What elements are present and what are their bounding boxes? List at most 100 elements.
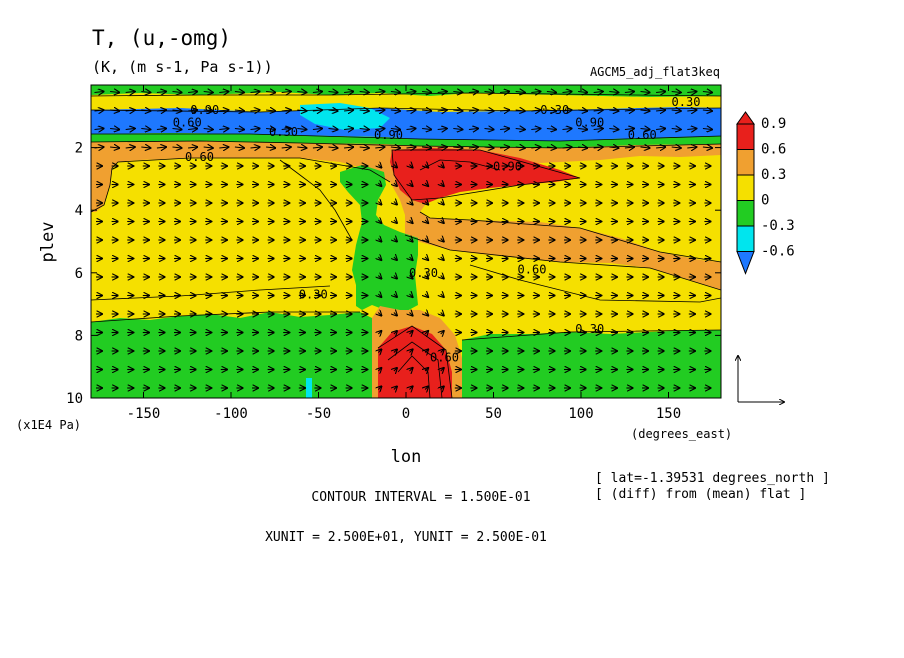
- vector-arrow: [531, 147, 540, 148]
- contour-label: 0.30: [672, 95, 701, 109]
- vector-arrow: [394, 276, 397, 279]
- vector-arrow: [125, 92, 135, 93]
- vector-arrow: [671, 129, 681, 130]
- vector-arrow: [297, 92, 306, 93]
- contour-label: 0.30: [540, 103, 569, 117]
- contour-label: 0.90: [190, 103, 219, 117]
- vector-arrow: [453, 92, 462, 93]
- x-axis-label: lon: [391, 447, 422, 467]
- vector-arrow: [234, 129, 244, 130]
- colorbar-label: 0: [761, 193, 769, 209]
- contour-labels: 0.900.600.300.600.900.300.900.900.300.60…: [173, 95, 701, 364]
- vector-arrow: [624, 129, 634, 130]
- vector-arrow: [378, 313, 381, 316]
- vector-arrow: [410, 313, 413, 316]
- vector-arrow: [624, 147, 634, 148]
- vector-arrow: [410, 220, 413, 223]
- vector-arrow: [468, 147, 478, 148]
- vector-arrow: [110, 147, 119, 148]
- vector-arrow: [394, 183, 397, 186]
- dataset-label: AGCM5_adj_flat3keq: [590, 65, 720, 79]
- vector-arrow: [141, 147, 150, 148]
- x-tick-label: 150: [656, 406, 681, 422]
- vector-arrow: [394, 350, 397, 353]
- vector-arrow: [453, 129, 462, 130]
- vector-arrow: [94, 92, 104, 93]
- vector-arrow: [359, 92, 369, 93]
- vector-arrow: [422, 147, 431, 148]
- vector-arrow: [188, 110, 197, 111]
- contour-label: 0.30: [575, 322, 604, 336]
- vector-arrow: [394, 202, 397, 205]
- vector-arrow: [468, 110, 478, 111]
- vector-arrow: [378, 331, 381, 334]
- vector-arrow: [702, 92, 712, 93]
- vector-arrow: [515, 110, 525, 111]
- vector-arrow: [250, 110, 260, 111]
- vector-arrow: [344, 129, 353, 130]
- vector-arrow: [250, 129, 260, 130]
- contour-label: 0.30: [299, 288, 328, 302]
- vector-arrow: [378, 257, 381, 260]
- vector-arrow: [422, 110, 431, 111]
- vector-arrow: [593, 110, 603, 111]
- vector-arrow: [546, 110, 556, 111]
- vector-arrow: [234, 147, 244, 148]
- vector-arrow: [125, 129, 135, 130]
- units-line: XUNIT = 2.500E+01, YUNIT = 2.500E-01: [265, 530, 547, 545]
- vector-field: [94, 92, 712, 390]
- vector-arrow: [406, 110, 416, 111]
- vector-arrow: [410, 165, 413, 168]
- vector-arrow: [378, 387, 381, 390]
- vector-arrow: [410, 257, 413, 260]
- vector-arrow: [609, 147, 618, 148]
- vector-arrow: [94, 129, 104, 130]
- vector-arrow: [562, 110, 572, 111]
- vector-arrow: [188, 147, 197, 148]
- vector-arrow: [687, 92, 696, 93]
- chart-title: T, (u,-omg): [92, 26, 231, 50]
- contour-label: 0.90: [575, 116, 604, 130]
- vector-arrow: [141, 110, 150, 111]
- vector-arrow: [156, 92, 166, 93]
- vector-arrow: [394, 294, 397, 297]
- vector-arrow: [453, 110, 462, 111]
- vector-arrow: [609, 129, 618, 130]
- vector-arrow: [188, 129, 197, 130]
- vector-arrow: [437, 129, 447, 130]
- vector-arrow: [671, 147, 681, 148]
- vector-arrow: [410, 331, 413, 334]
- vector-arrow: [656, 110, 665, 111]
- vector-arrow: [702, 147, 712, 148]
- vector-arrow: [172, 129, 182, 130]
- y-tick-label: 6: [75, 266, 83, 282]
- vector-arrow: [562, 92, 572, 93]
- vector-arrow: [410, 387, 413, 390]
- vector-arrow: [394, 257, 397, 260]
- y-tick-label: 4: [75, 203, 83, 219]
- vector-arrow: [468, 92, 478, 93]
- vector-arrow: [390, 147, 400, 148]
- colorbar-label: 0.9: [761, 116, 786, 132]
- x-tick-label: -150: [127, 406, 161, 422]
- vector-arrow: [484, 110, 494, 111]
- field-green-bottom-right: [462, 330, 721, 398]
- vector-arrow: [484, 92, 494, 93]
- vector-arrow: [203, 129, 213, 130]
- vector-arrow: [500, 129, 509, 130]
- vector-arrow: [110, 129, 119, 130]
- vector-arrow: [578, 147, 587, 148]
- colorbar-label: 0.3: [761, 167, 786, 183]
- vector-arrow: [250, 92, 260, 93]
- vector-arrow: [515, 129, 525, 130]
- vector-arrow: [378, 294, 381, 297]
- vector-arrow: [188, 92, 197, 93]
- field-cyan-spot: [306, 378, 312, 398]
- vector-arrow: [250, 147, 260, 148]
- vector-arrow: [441, 387, 444, 390]
- vector-arrow: [266, 110, 275, 111]
- vector-arrow: [515, 92, 525, 93]
- colorbar-swatch: [736, 123, 755, 150]
- vector-arrow: [297, 129, 306, 130]
